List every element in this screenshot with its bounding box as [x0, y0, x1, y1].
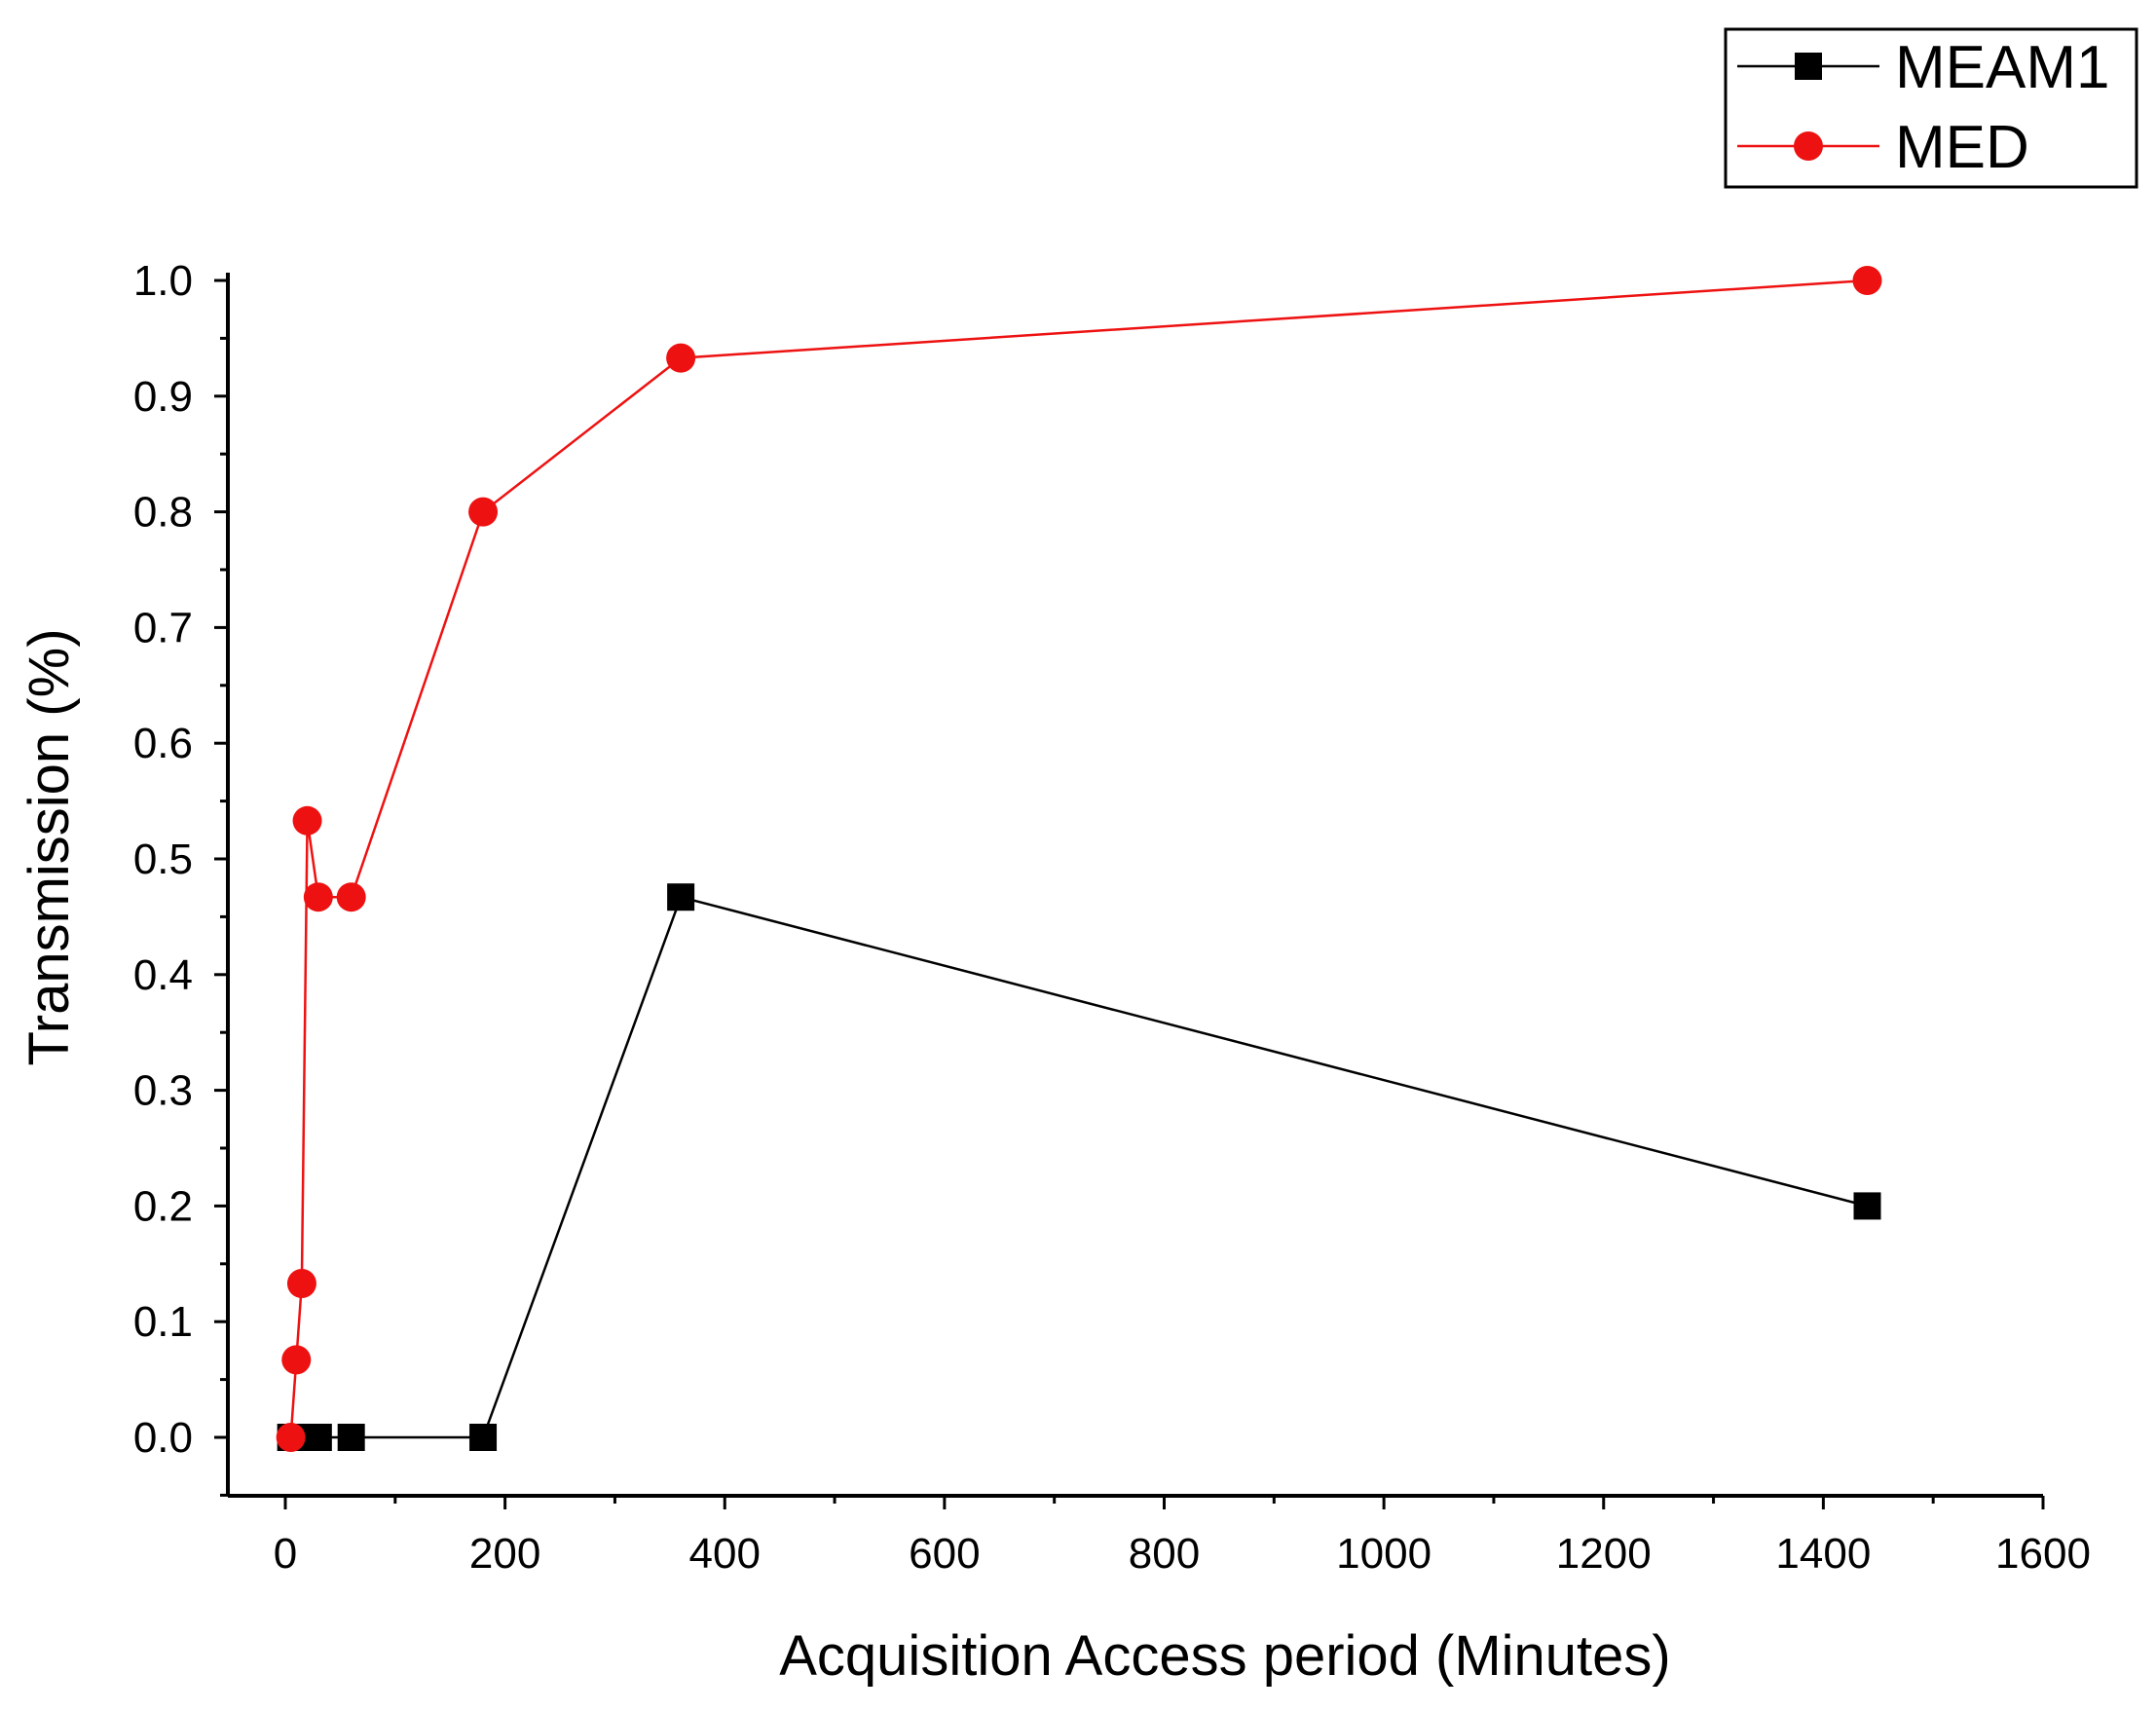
- legend: MEAM1 MED: [1724, 27, 2138, 189]
- data-point: [1852, 266, 1882, 295]
- y-tick-label: 0.5: [133, 836, 193, 883]
- data-point: [336, 882, 366, 912]
- data-point: [292, 805, 322, 836]
- data-point: [469, 1424, 498, 1451]
- y-tick-label: 0.3: [133, 1067, 193, 1115]
- y-tick-label: 0.9: [133, 373, 193, 421]
- data-point: [303, 882, 333, 912]
- data-point: [286, 1268, 316, 1298]
- x-tick-label: 1400: [1775, 1530, 1871, 1578]
- y-tick-label: 1.0: [133, 257, 193, 305]
- y-tick-label: 0.6: [133, 720, 193, 767]
- data-point: [666, 343, 696, 373]
- legend-label: MEAM1: [1895, 34, 2109, 101]
- series-meam1: [277, 883, 1881, 1451]
- x-tick-label: 200: [469, 1530, 540, 1578]
- series-line: [290, 895, 1868, 1439]
- x-tick-label: 1200: [1556, 1530, 1652, 1578]
- legend-box: [1724, 27, 2138, 189]
- data-point: [667, 883, 695, 911]
- data-point: [304, 1424, 332, 1451]
- x-tick-label: 1600: [1995, 1530, 2091, 1578]
- data-point: [276, 1423, 306, 1452]
- legend-label: MED: [1895, 114, 2029, 181]
- y-tick-label: 0.4: [133, 951, 193, 999]
- data-point: [1853, 1192, 1881, 1220]
- x-tick-label: 800: [1129, 1530, 1200, 1578]
- y-tick-label: 0.0: [133, 1414, 193, 1462]
- data-point: [281, 1345, 312, 1375]
- data-point: [468, 497, 499, 527]
- x-tick-label: 1000: [1336, 1530, 1431, 1578]
- x-tick-label: 400: [689, 1530, 761, 1578]
- series-line: [289, 279, 1868, 1438]
- x-tick-label: 600: [909, 1530, 980, 1578]
- y-axis-title: Transmission (%): [18, 628, 81, 1065]
- series-layer: [276, 266, 1882, 1452]
- series-med: [276, 266, 1882, 1452]
- x-axis-title: Acquisition Access period (Minutes): [779, 1624, 1671, 1688]
- legend-marker: [1795, 53, 1822, 80]
- y-tick-label: 0.1: [133, 1298, 193, 1346]
- axes: 0.0 0.1 0.2 0.3 0.4 0.5 0.6 0.7 0.8 0.9 1.0 0 200 400…: [133, 257, 2091, 1578]
- y-tick-label: 0.8: [133, 489, 193, 537]
- y-tick-label: 0.2: [133, 1182, 193, 1230]
- y-tick-label: 0.7: [133, 604, 193, 651]
- legend-marker: [1794, 131, 1823, 161]
- x-tick-label: 0: [274, 1530, 297, 1578]
- data-point: [337, 1424, 365, 1451]
